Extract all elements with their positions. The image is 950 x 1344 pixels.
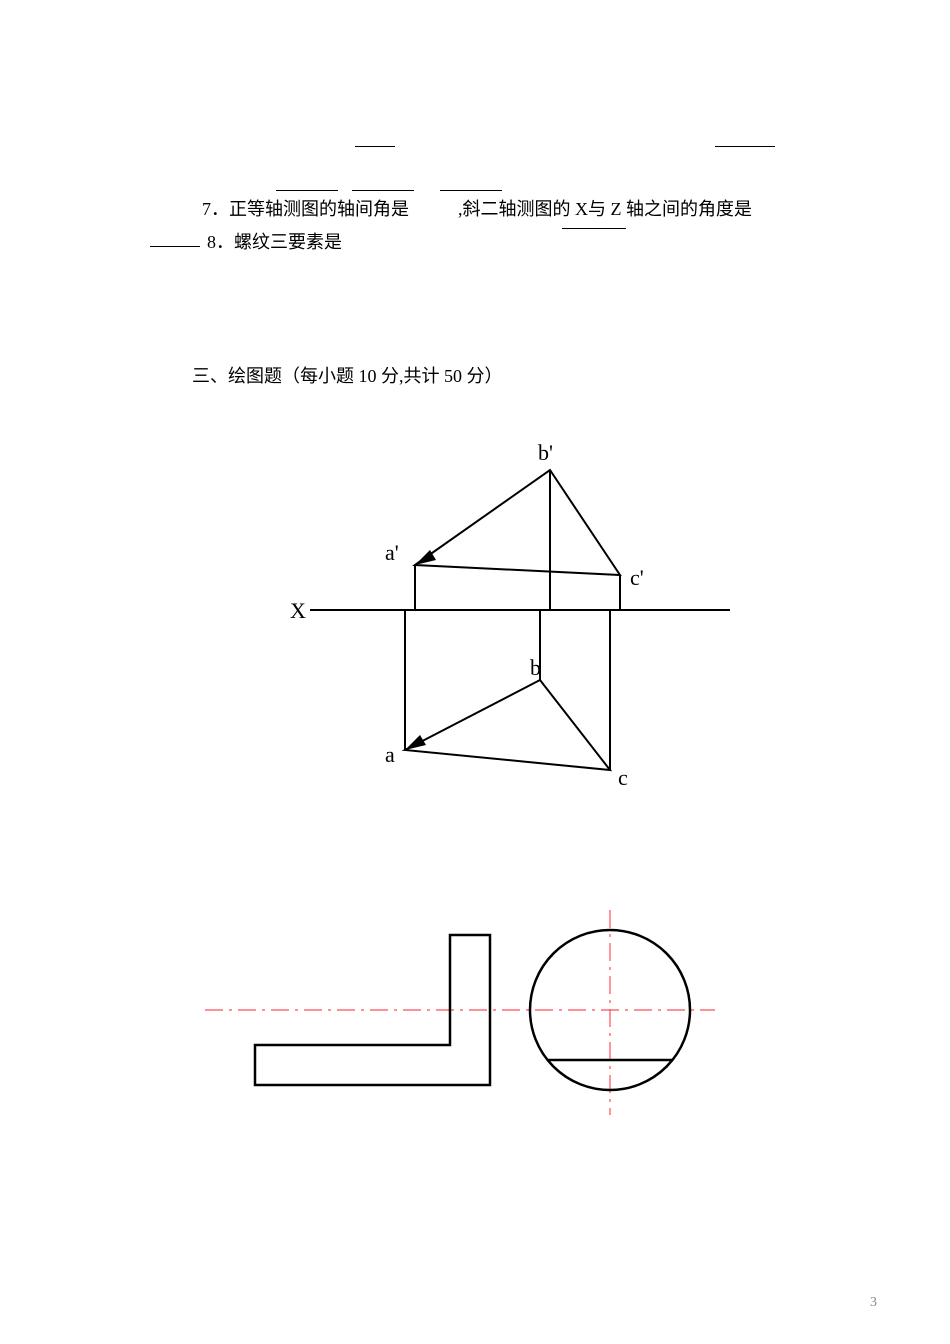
diagram1-svg: b' a' c' X b a c bbox=[230, 410, 750, 810]
page: 7．正等轴测图的轴间角是 ,斜二轴测图的 X与 Z 轴之间的角度是 8．螺纹三要… bbox=[0, 0, 950, 1344]
page-number: 3 bbox=[870, 1295, 877, 1311]
label-c: c bbox=[618, 765, 628, 790]
q7-part1: 7．正等轴测图的轴间角是 bbox=[202, 199, 409, 219]
label-c-prime: c' bbox=[630, 565, 644, 590]
blank-top-1 bbox=[355, 128, 395, 152]
label-a: a bbox=[385, 742, 395, 767]
diagram2-svg bbox=[195, 880, 735, 1140]
label-a-prime: a' bbox=[385, 540, 399, 565]
section3-heading: 三、绘图题（每小题 10 分,共计 50 分） bbox=[192, 362, 503, 388]
label-b: b bbox=[530, 655, 541, 680]
blank-top-2 bbox=[715, 128, 775, 152]
blank-q8-left bbox=[150, 228, 200, 252]
diagram1: b' a' c' X b a c bbox=[230, 410, 750, 810]
blank-q7-mid bbox=[562, 210, 626, 234]
section3-text: 三、绘图题（每小题 10 分,共计 50 分） bbox=[192, 366, 503, 386]
blank-row2-3 bbox=[440, 172, 502, 196]
blank-row2-2 bbox=[352, 172, 414, 196]
q8-text: 8．螺纹三要素是 bbox=[207, 232, 342, 252]
label-X: X bbox=[290, 598, 306, 623]
q7-line: 7．正等轴测图的轴间角是 ,斜二轴测图的 X与 Z 轴之间的角度是 bbox=[202, 195, 752, 221]
diagram2 bbox=[195, 880, 735, 1140]
q8-line: 8．螺纹三要素是 bbox=[207, 228, 342, 254]
blank-row2-1 bbox=[276, 172, 338, 196]
label-b-prime: b' bbox=[538, 440, 553, 465]
